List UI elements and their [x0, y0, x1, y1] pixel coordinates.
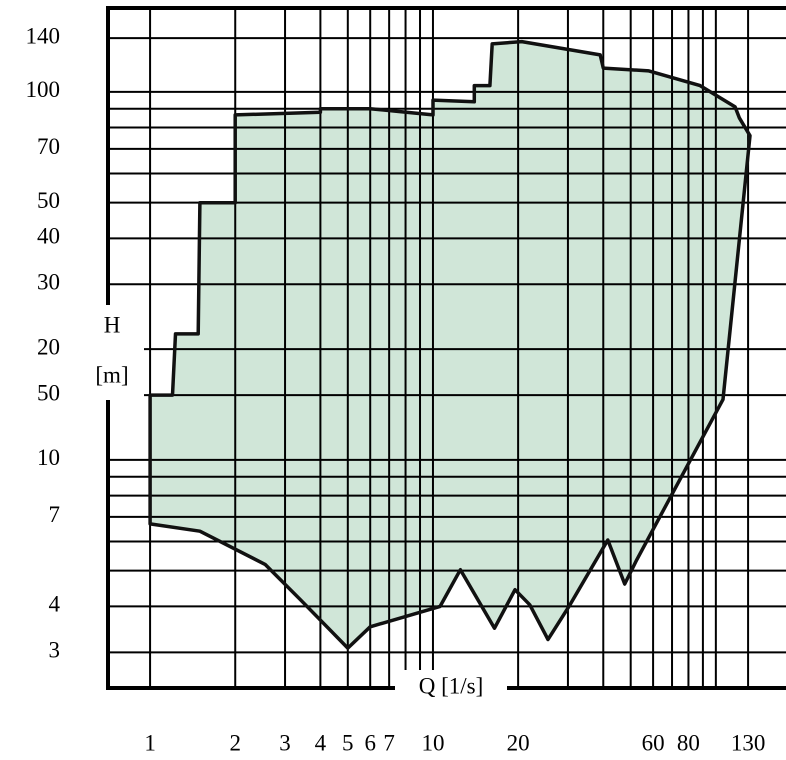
y-tick-label: 10	[37, 445, 60, 470]
area-outline	[148, 39, 752, 650]
x-tick-label: 20	[507, 730, 530, 755]
area	[150, 41, 751, 649]
x-tick-label: 5	[342, 730, 354, 755]
x-tick-label: 1	[144, 730, 156, 755]
y-tick-label: 100	[26, 77, 61, 102]
x-tick-label: 60	[642, 730, 665, 755]
y-tick-label: 140	[26, 23, 61, 48]
y-tick-label: 4	[49, 592, 61, 617]
y-tick-label: 50	[37, 188, 60, 213]
y-tick-label: 3	[49, 638, 61, 663]
y-axis-label: [m]	[95, 362, 128, 387]
y-tick-label: 7	[49, 502, 61, 527]
y-tick-label: 40	[37, 224, 60, 249]
x-axis-label: Q [1/s]	[419, 673, 484, 698]
y-axis-label: H	[104, 312, 121, 337]
x-tick-label: 7	[383, 730, 395, 755]
x-tick-label: 80	[677, 730, 700, 755]
x-tick-label: 130	[731, 730, 766, 755]
y-label-bg	[84, 305, 144, 400]
y-tick-label: 50	[37, 380, 60, 405]
x-tick-label: 10	[421, 730, 444, 755]
x-tick-label: 4	[315, 730, 327, 755]
y-tick-label: 20	[37, 334, 60, 359]
x-tick-label: 2	[229, 730, 241, 755]
x-tick-label: 6	[364, 730, 376, 755]
y-tick-label: 70	[37, 134, 60, 159]
y-tick-label: 30	[37, 270, 60, 295]
x-tick-label: 3	[279, 730, 291, 755]
x-label-bg	[395, 670, 507, 706]
